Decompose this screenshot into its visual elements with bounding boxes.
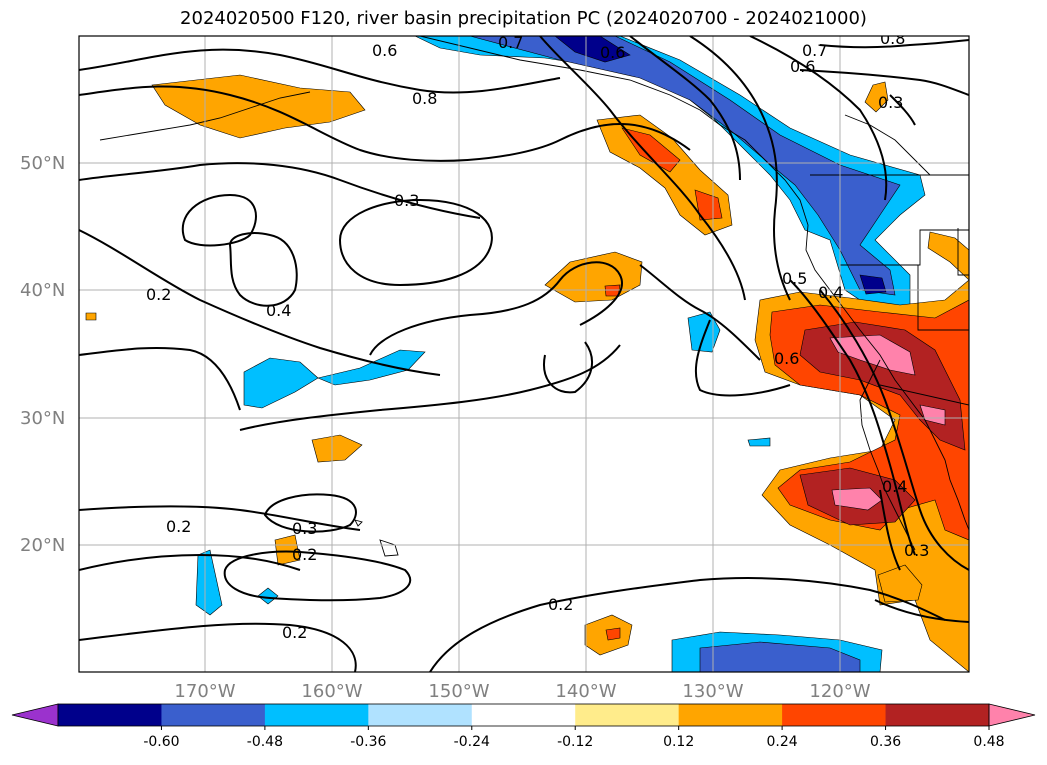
shade-gulf-negative-core	[554, 36, 631, 63]
lon-tick-label: 120°W	[809, 681, 870, 702]
shade-neg-blob-f	[747, 437, 771, 447]
colorbar-segment	[471, 704, 576, 726]
contour-label: 0.8	[880, 29, 905, 48]
chart-title: 2024020500 F120, river basin precipitati…	[180, 8, 867, 29]
contour-label: 0.7	[802, 41, 827, 60]
colorbar-segment	[678, 704, 783, 726]
colorbar-segment	[782, 704, 887, 726]
shade-pos-blob-b	[274, 534, 301, 566]
colorbar-tick-label: -0.36	[350, 734, 386, 750]
shade-neg-blob-b	[243, 357, 319, 409]
colorbar-segment	[161, 704, 266, 726]
contour-label: 0.3	[904, 541, 929, 560]
contour-labels: 0.6 0.7 0.6 0.8 0.7 0.6 0.8 0.3 0.3 0.2 …	[146, 29, 929, 642]
contour-label: 0.3	[394, 191, 419, 210]
map-area: 0.6 0.7 0.6 0.8 0.7 0.6 0.8 0.3 0.3 0.2 …	[79, 29, 969, 672]
lon-tick-label: 130°W	[682, 681, 743, 702]
contour-label: 0.6	[774, 349, 799, 368]
colorbar-tick-label: -0.48	[247, 734, 283, 750]
lon-tick-label: 160°W	[301, 681, 362, 702]
contour-label: 0.4	[882, 477, 907, 496]
lon-tick-labels: 170°W 160°W 150°W 140°W 130°W 120°W	[174, 681, 870, 702]
contour-label: 0.2	[292, 545, 317, 564]
colorbar-segment	[368, 704, 473, 726]
shade-gulf-negative-core2	[859, 274, 887, 295]
lat-tick-label: 40°N	[20, 280, 65, 301]
contour-label: 0.2	[548, 595, 573, 614]
colorbar-extend-max	[988, 703, 1036, 727]
contour-label: 0.4	[818, 283, 843, 302]
colorbar-tick-label: 0.36	[870, 734, 901, 750]
colorbar-tick-label: 0.24	[767, 734, 798, 750]
colorbar-tick-label: 0.48	[973, 734, 1004, 750]
colorbar-segment	[575, 704, 680, 726]
lat-tick-labels: 50°N 40°N 30°N 20°N	[20, 153, 65, 556]
shade-pos-blob-d	[85, 312, 97, 321]
contour-label: 0.6	[790, 57, 815, 76]
shade-coast-positive-pink	[829, 334, 916, 376]
colorbar-frame	[57, 703, 990, 727]
colorbar: -0.60 -0.48 -0.36 -0.24 -0.12 0.12 0.24 0.36 0.4…	[11, 703, 1036, 750]
colorbar-tick-label: -0.60	[143, 734, 179, 750]
shade-baja-positive	[877, 564, 923, 603]
lat-tick-label: 50°N	[20, 153, 65, 174]
shade-gulf-negative-mid	[469, 36, 901, 296]
colorbar-extend-min	[11, 703, 59, 727]
contour-label: 0.3	[292, 519, 317, 538]
contour-label: 0.7	[498, 33, 523, 52]
shade-neg-blob-c	[317, 349, 426, 386]
colorbar-segment	[264, 704, 369, 726]
shade-mexico-pink	[831, 487, 883, 511]
contour-label: 0.2	[282, 623, 307, 642]
colorbar-tick-label: -0.12	[557, 734, 593, 750]
contour-label: 0.6	[372, 41, 397, 60]
shade-neg-blob-d	[195, 549, 223, 616]
colorbar-tick-label: -0.24	[454, 734, 490, 750]
shade-pos-blob-a	[311, 434, 363, 463]
colorbar-tick-labels: -0.60 -0.48 -0.36 -0.24 -0.12 0.12 0.24 0.36 0.4…	[143, 726, 1005, 750]
contour-label: 0.8	[412, 89, 437, 108]
shade-neg-blob-e	[257, 587, 279, 605]
lat-tick-label: 30°N	[20, 408, 65, 429]
contour-label: 0.2	[166, 517, 191, 536]
map-frame	[78, 35, 970, 673]
lon-tick-label: 150°W	[428, 681, 489, 702]
lat-tick-label: 20°N	[20, 535, 65, 556]
contour-label: 0.5	[782, 269, 807, 288]
contour-label: 0.3	[878, 93, 903, 112]
lon-tick-label: 170°W	[174, 681, 235, 702]
shade-inland-positive	[927, 231, 969, 281]
colorbar-tick-label: 0.12	[663, 734, 694, 750]
contour-label: 0.2	[146, 285, 171, 304]
contour-label: 0.4	[266, 301, 291, 320]
shade-pos-blob-e	[864, 81, 889, 113]
colorbar-segment	[885, 704, 990, 726]
colorbar-segments	[11, 703, 1036, 727]
contour-lines	[79, 36, 969, 672]
contour-label: 0.6	[600, 43, 625, 62]
lon-tick-label: 140°W	[555, 681, 616, 702]
colorbar-segment	[58, 704, 162, 726]
